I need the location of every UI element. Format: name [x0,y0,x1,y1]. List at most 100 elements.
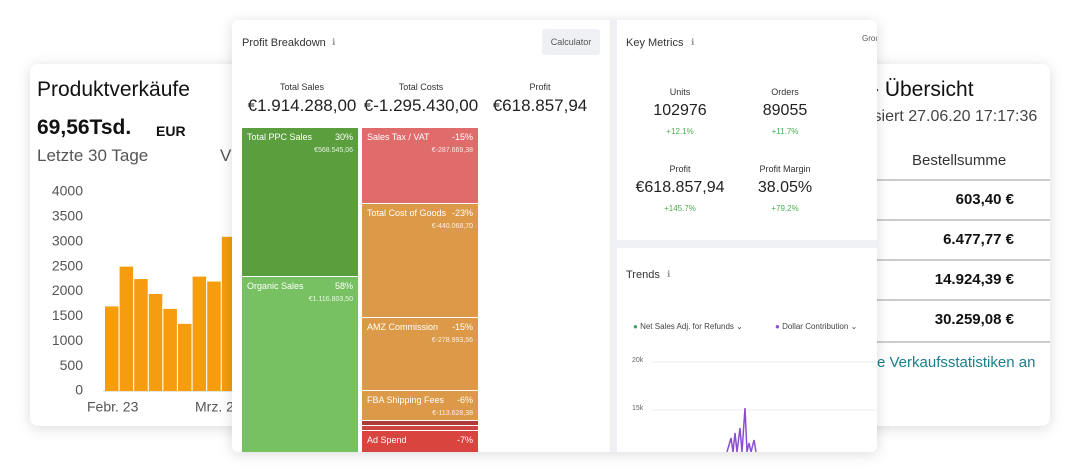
cell: 6.477,77 € [943,231,1014,248]
group-label[interactable]: Grou [862,34,877,43]
metric-change: +11.7% [771,127,799,136]
tile [362,421,478,425]
calculator-button[interactable]: Calculator [542,29,600,55]
metric-change: +79.2% [771,204,799,213]
tile-name: Ad Spend [367,435,407,445]
tile-amount: €-278.993,56 [431,337,473,344]
button-label: Calculator [550,37,592,47]
title: - Übersicht [872,78,974,101]
tile-percent: -15% [451,132,473,142]
header-label: Total Costs [398,82,444,92]
y-tick-label: 1000 [52,332,83,348]
tile-name: Sales Tax / VAT [367,132,430,142]
y-tick-label: 1500 [52,307,83,323]
cell: 30.259,08 € [934,311,1014,328]
metric-label: Units [669,87,691,97]
trends-panel: Trends ℹ ● Net Sales Adj. for Refunds ⌄ … [617,248,877,452]
legend-label: Dollar Contribution [782,322,849,331]
trend-line [726,407,757,452]
legend-item[interactable]: ● Net Sales Adj. for Refunds ⌄ [633,322,743,331]
bar [105,306,119,391]
legend-dot: ● [633,322,638,331]
table-row: 6.477,77 € [860,219,1050,261]
tile-amount: €-113.628,38 [432,410,473,417]
metric-value: 89055 [762,102,808,119]
tile-amount: €-287.669,38 [431,147,473,154]
trend-lines [651,361,877,452]
bar [192,276,207,391]
legend-label: Net Sales Adj. for Refunds [640,322,734,331]
cell: 14.924,39 € [934,271,1014,288]
tile: FBA Shipping Fees -6% €-113.628,38 [362,391,478,420]
currency: EUR [156,123,186,139]
tile: Total PPC Sales 30% €568.545,06 [242,128,358,276]
tile-percent: -15% [451,322,473,332]
overview-card: - Übersicht isiert 27.06.20 17:17:36 Bes… [860,64,1050,426]
legend-item[interactable]: ● Dollar Contribution ⌄ [775,322,858,331]
header-value: €1.914.288,00 [247,96,357,115]
tile-percent: -6% [456,395,473,405]
tile-name: FBA Shipping Fees [367,395,445,405]
table-row: 603,40 € [860,179,1050,221]
header-label: Total Sales [279,82,325,92]
y-tick-label: 20k [632,357,644,364]
compare: V [220,146,232,165]
tile-percent: -23% [451,208,473,218]
tile-amount: €1.116.803,50 [308,296,353,303]
panel-title: Trends [626,269,660,281]
bar [178,323,192,391]
bar-chart: 0 500 1000 1500 2000 2500 3000 3500 4000 Febr. 23… [52,183,330,415]
column-header: Bestellsumme [912,152,1007,169]
tile-name: Organic Sales [247,281,304,291]
x-tick-label: Febr. 23 [87,399,139,415]
bar [134,279,148,391]
link[interactable]: re Verkaufsstatistiken an [872,354,1036,371]
y-tick-label: 4000 [52,183,83,199]
metric-label: Profit [669,164,691,174]
tile-name: AMZ Commission [367,322,439,332]
legend-dot: ● [775,322,780,331]
tile-amount: €568.545,06 [314,147,353,154]
metric-change: +145.7% [664,204,696,213]
bar [148,293,163,391]
tile: Ad Spend -7% [362,431,478,452]
panel-title: Key Metrics [626,37,684,49]
table-row: 14.924,39 € [860,259,1050,301]
metric-value: €618.857,94 [635,179,725,196]
tile-name: Total PPC Sales [247,132,313,142]
x-tick-label: Mrz. 2 [195,399,234,415]
info-icon: ℹ [332,37,336,47]
period: Letzte 30 Tage [37,146,149,165]
y-tick-label: 500 [60,357,84,373]
dashboard: Profit Breakdown ℹ Calculator Total Sale… [232,20,877,452]
tile: Organic Sales 58% €1.116.803,50 [242,277,358,452]
header-label: Profit [529,82,551,92]
panel-title: Profit Breakdown [242,37,326,49]
header-value: €618.857,94 [492,96,588,115]
cell: 603,40 € [955,191,1014,208]
bar [221,236,236,391]
tile-name: Total Cost of Goods [367,208,447,218]
tile: AMZ Commission -15% €-278.993,56 [362,318,478,390]
metric-label: Orders [771,87,799,97]
info-icon: ℹ [667,269,671,279]
metric-value: 38.05% [757,179,813,196]
metrics-panel: Key Metrics ℹ Grou Units 102976 +12.1% O… [617,20,877,240]
profit-panel: Profit Breakdown ℹ Calculator Total Sale… [232,20,610,452]
tile-percent: 30% [334,132,353,142]
bar [207,281,221,391]
metric-value: 102976 [653,102,707,119]
tile [362,426,478,430]
amount: 69,56Tsd. [37,116,132,139]
y-tick-label: 3500 [52,208,83,224]
tile: Total Cost of Goods -23% €-440.068,70 [362,204,478,317]
bar [163,308,177,391]
y-tick-label: 2000 [52,282,83,298]
bar [119,266,134,391]
tile-amount: €-440.068,70 [431,223,473,230]
updated: isiert 27.06.20 17:17:36 [870,108,1038,125]
y-tick-label: 0 [75,382,83,398]
y-tick-label: 3000 [52,232,83,248]
table-row: 30.259,08 € [860,299,1050,343]
